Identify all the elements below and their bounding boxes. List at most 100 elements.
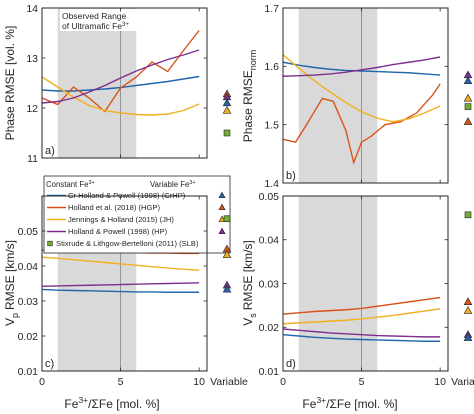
legend-label: Holland et al. (2018) (HGP): [68, 203, 160, 212]
ytick-label: 0.03: [259, 278, 280, 290]
series-line-crhp: [283, 61, 441, 76]
legend-variable-header: Variable Fe3+: [150, 180, 196, 189]
panel-label-a: a): [45, 145, 55, 157]
ytick-label: 0.04: [18, 261, 39, 273]
variable-point-crhp: [222, 284, 232, 293]
series-line-jh: [42, 256, 200, 271]
variable-point-hgp: [463, 297, 473, 305]
legend-marker-jh: [218, 215, 226, 223]
legend-marker-hgp: [218, 203, 226, 211]
legend-box: [43, 175, 231, 254]
legend-label: Stixrude & Lithgow-Bertelloni (2011) (SL…: [56, 239, 199, 248]
ylabel-d: VsRMSE [km/s]: [241, 240, 258, 326]
legend-marker-crhp: [218, 191, 226, 199]
series-line-hgp: [283, 83, 441, 165]
xtick-label: 10: [193, 376, 205, 388]
legend-constant-header: Constant Fe3+: [46, 180, 95, 189]
series-line-crhp: [283, 333, 441, 342]
observed-range-shade-b: [298, 8, 378, 183]
ylabel-c: VpRMSE [km/s]: [3, 240, 20, 326]
panel-c: Constant Fe3+ Variable Fe3+ Cr Holland &…: [3, 175, 248, 388]
legend-label: Holland & Powell (1998) (HP): [68, 227, 168, 236]
ytick-label: 14: [26, 3, 38, 15]
ytick-label: 0.02: [18, 331, 39, 343]
series-lines-a: [42, 30, 200, 116]
series-line-hp: [42, 49, 200, 104]
variable-point-jh: [222, 250, 232, 258]
ytick-label: 12: [26, 103, 38, 115]
ytick-label: 0.05: [259, 191, 280, 203]
panel-label-c: c): [45, 358, 54, 370]
legend-label: Jennings & Holland (2015) (JH): [68, 215, 174, 224]
ticks-a: 11 12 13 14: [26, 3, 207, 165]
xtick-label: 0: [280, 376, 286, 388]
series-line-jh: [283, 308, 441, 325]
panel-d: 0.01 0.02 0.03 0.04 0.05 0 5 10 Variable d) VsRM…: [241, 191, 474, 388]
xlabel-right: Fe3+/ΣFe [mol. %]: [302, 395, 397, 411]
series-line-crhp: [42, 288, 200, 293]
variable-points-a: [222, 89, 232, 137]
series-line-jh: [42, 76, 200, 116]
panel-b: 1.4 1.5 1.6 1.7 b) Phase RMSEnorm: [241, 3, 473, 190]
annotation-box: Observed Range of Ultramafic Fe3+: [60, 9, 180, 31]
variable-points-b: [463, 70, 473, 125]
ytick-label: 0.01: [259, 366, 280, 378]
ytick-label: 0.03: [18, 296, 39, 308]
variable-point-hgp: [463, 117, 473, 125]
ticks-c: 0.01 0.02 0.03 0.04 0.05 0 5 10 Variable: [18, 196, 248, 388]
xtick-label: 10: [434, 376, 446, 388]
legend-entry-slb: Stixrude & Lithgow-Bertelloni (2011) (SL…: [47, 239, 199, 248]
legend-marker-slb: [47, 240, 53, 247]
variable-point-crhp: [463, 333, 473, 341]
panel-label-d: d): [286, 358, 296, 370]
variable-points-c: [222, 215, 232, 293]
ylabel-a: Phase RMSE [vol. %]: [3, 26, 17, 141]
observed-range-shade-d: [298, 196, 378, 371]
xtick-label: 0: [39, 376, 45, 388]
ytick-label: 11: [27, 153, 38, 165]
annotation-line1: Observed Range: [62, 11, 127, 21]
ytick-label: 0.02: [259, 322, 280, 334]
variable-point-jh: [222, 105, 232, 114]
series-line-hgp: [42, 30, 200, 113]
variable-point-slb: [223, 129, 231, 137]
series-line-hgp: [283, 296, 441, 315]
legend-marker-hp: [218, 227, 226, 235]
variable-point-jh: [463, 306, 473, 314]
xtick-label-variable: Variable: [210, 376, 248, 388]
ytick-label: 1.6: [264, 61, 279, 73]
xtick-label: 5: [359, 376, 365, 388]
ytick-label: 0.04: [259, 235, 280, 247]
ytick-label: 13: [26, 53, 38, 65]
ticks-b: 1.4 1.5 1.6 1.7: [264, 3, 448, 190]
xtick-label: 5: [118, 376, 124, 388]
ytick-label: 1.7: [264, 3, 279, 15]
variable-points-d: [463, 211, 473, 341]
panel-label-b: b): [286, 170, 296, 182]
variable-point-crhp: [463, 76, 473, 85]
annotation-background: [60, 9, 180, 31]
ytick-label: 0.05: [18, 226, 39, 238]
series-line-hp: [283, 328, 441, 338]
ylabel-b: Phase RMSEnorm: [241, 50, 258, 143]
ytick-label: 1.5: [264, 119, 279, 131]
ticks-d: 0.01 0.02 0.03 0.04 0.05 0 5 10 Variable: [259, 191, 474, 388]
xlabel-left: Fe3+/ΣFe [mol. %]: [64, 395, 159, 411]
variable-point-crhp: [222, 98, 232, 107]
annotation-line2: of Ultramafic Fe3+: [62, 21, 129, 31]
axes-frame-c: [41, 195, 208, 372]
variable-point-slb: [464, 103, 472, 110]
series-line-hp: [283, 56, 441, 77]
axes-frame-b: [282, 7, 449, 184]
observed-range-shade-a: [57, 8, 137, 158]
ytick-label: 1.4: [264, 178, 279, 190]
series-lines-b: [283, 54, 441, 165]
legend-entry-hgp: Holland et al. (2018) (HGP): [47, 203, 226, 212]
variable-point-slb: [223, 215, 231, 223]
variable-point-slb: [464, 211, 472, 219]
legend-entry-jh: Jennings & Holland (2015) (JH): [47, 215, 226, 224]
axes-frame-a: [41, 7, 208, 159]
series-lines-d: [283, 296, 441, 342]
legend: Constant Fe3+ Variable Fe3+ Cr Holland &…: [43, 175, 231, 254]
